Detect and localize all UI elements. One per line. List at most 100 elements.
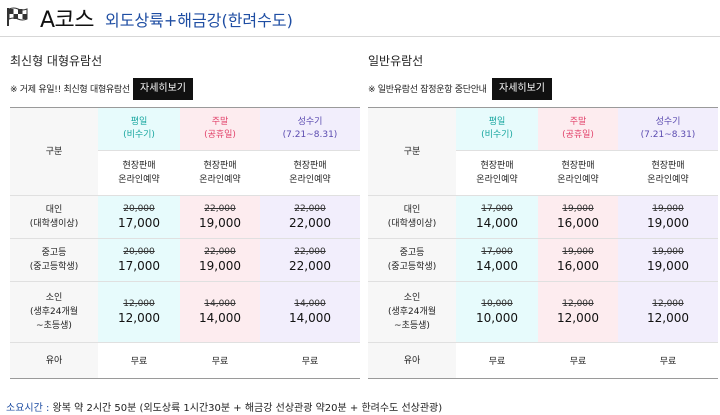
sale-price: 22,000	[289, 259, 331, 273]
duration-text: 왕복 약 2시간 50분 (외도상륙 1시간30분 + 해금강 선상관광 약20…	[49, 403, 443, 414]
col-name: 평일	[488, 117, 506, 127]
sale-price: 12,000	[118, 311, 160, 325]
booking-online: 온라인예약	[118, 175, 160, 185]
free-cell: 무료	[618, 342, 718, 379]
booking-cell: 현장판매 온라인예약	[180, 150, 260, 196]
col-name: 평일	[130, 117, 148, 127]
price-cell: 19,000 19,000	[618, 195, 718, 239]
col-header-weekday: 평일 (비수기)	[456, 107, 538, 151]
header-divider	[0, 36, 720, 37]
fare-table: 구분 평일 (비수기) 주말 (공휴일) 성수기 (7.21~8.31) 현장판…	[368, 107, 718, 379]
col-header-weekend: 주말 (공휴일)	[180, 107, 260, 151]
original-price: 10,000	[481, 299, 513, 309]
original-price: 12,000	[652, 299, 684, 309]
sale-price: 12,000	[647, 311, 689, 325]
row-label: 유아	[368, 342, 456, 379]
price-cell: 14,000 14,000	[180, 281, 260, 343]
sale-price: 12,000	[557, 311, 599, 325]
sale-price: 14,000	[476, 216, 518, 230]
col-sub: (공휴일)	[204, 130, 236, 140]
original-price: 14,000	[294, 299, 326, 309]
col-header-weekend: 주말 (공휴일)	[538, 107, 618, 151]
panel-large-cruise: 최신형 대형유람선 ※ 거제 유일!! 최신형 대형유람선 자세히보기 구분 평…	[10, 52, 360, 379]
booking-type-row: 현장판매 온라인예약 현장판매 온라인예약 현장판매 온라인예약	[368, 150, 718, 196]
corner-label: 구분	[368, 107, 456, 196]
col-sub: (7.21~8.31)	[282, 130, 338, 140]
checkered-flag-icon	[7, 7, 28, 26]
sale-price: 16,000	[557, 216, 599, 230]
table-row-adult: 대인 (대학생이상) 17,000 14,000 19,000 16,000 19,0…	[368, 195, 718, 239]
table-row-infant: 유아 무료 무료 무료	[10, 342, 360, 379]
row-label: 유아	[10, 342, 98, 379]
notice-row: ※ 거제 유일!! 최신형 대형유람선 자세히보기	[10, 78, 360, 100]
row-label-main: 소인	[45, 293, 63, 303]
sale-price: 14,000	[289, 311, 331, 325]
sale-price: 17,000	[118, 216, 160, 230]
original-price: 19,000	[562, 204, 594, 214]
price-cell: 22,000 22,000	[260, 195, 360, 239]
price-cell: 17,000 14,000	[456, 195, 538, 239]
row-label-sub: (중고등학생)	[387, 262, 437, 272]
panel-title: 최신형 대형유람선	[10, 54, 103, 68]
booking-onsite: 현장판매	[122, 161, 156, 171]
row-label-sub: (대학생이상)	[387, 219, 437, 229]
row-label-sub: ~초등생)	[394, 321, 430, 331]
panel-regular-cruise: 일반유람선 ※ 일반유람선 잠정운항 중단안내 자세히보기 구분 평일 (비수기…	[368, 52, 718, 379]
price-cell: 22,000 22,000	[260, 238, 360, 282]
booking-online: 온라인예약	[557, 175, 599, 185]
booking-online: 온라인예약	[289, 175, 331, 185]
detail-button[interactable]: 자세히보기	[133, 78, 193, 100]
panel-title: 일반유람선	[368, 54, 424, 68]
col-sub: (비수기)	[123, 130, 155, 140]
booking-cell: 현장판매 온라인예약	[456, 150, 538, 196]
sale-price: 16,000	[557, 259, 599, 273]
row-label: 중고등 (중고등학생)	[368, 238, 456, 282]
booking-online: 온라인예약	[647, 175, 689, 185]
original-price: 14,000	[204, 299, 236, 309]
col-header-weekday: 평일 (비수기)	[98, 107, 180, 151]
sale-price: 19,000	[199, 259, 241, 273]
sale-price: 10,000	[476, 311, 518, 325]
detail-button[interactable]: 자세히보기	[492, 78, 552, 100]
duration-note: 소요시간 : 왕복 약 2시간 50분 (외도상륙 1시간30분 + 해금강 선…	[6, 399, 442, 414]
table-row-child: 소인 (생후24개월 ~초등생) 10,000 10,000 12,000 12,000…	[368, 281, 718, 343]
sale-price: 19,000	[199, 216, 241, 230]
price-cell: 12,000 12,000	[98, 281, 180, 343]
booking-type-row: 현장판매 온라인예약 현장판매 온라인예약 현장판매 온라인예약	[10, 150, 360, 196]
price-cell: 22,000 19,000	[180, 238, 260, 282]
booking-onsite: 현장판매	[651, 161, 685, 171]
row-label: 대인 (대학생이상)	[368, 195, 456, 239]
row-label-main: 중고등	[399, 248, 425, 258]
notice-row: ※ 일반유람선 잠정운항 중단안내 자세히보기	[368, 78, 718, 100]
col-sub: (비수기)	[481, 130, 513, 140]
row-label-sub: ~초등생)	[36, 321, 72, 331]
row-label-sub: (생후24개월	[387, 307, 437, 317]
price-cell: 17,000 14,000	[456, 238, 538, 282]
table-row-child: 소인 (생후24개월 ~초등생) 12,000 12,000 14,000 14,000…	[10, 281, 360, 343]
table-row-infant: 유아 무료 무료 무료	[368, 342, 718, 379]
price-cell: 19,000 19,000	[618, 238, 718, 282]
sale-price: 22,000	[289, 216, 331, 230]
course-header: A코스 외도상륙+해금강(한려수도)	[0, 0, 720, 36]
sale-price: 17,000	[118, 259, 160, 273]
original-price: 17,000	[481, 204, 513, 214]
price-cell: 19,000 16,000	[538, 238, 618, 282]
original-price: 22,000	[204, 247, 236, 257]
free-cell: 무료	[260, 342, 360, 379]
original-price: 22,000	[294, 204, 326, 214]
price-cell: 10,000 10,000	[456, 281, 538, 343]
price-cell: 20,000 17,000	[98, 195, 180, 239]
col-name: 성수기	[655, 117, 681, 127]
fare-table: 구분 평일 (비수기) 주말 (공휴일) 성수기 (7.21~8.31) 현장판…	[10, 107, 360, 379]
price-cell: 19,000 16,000	[538, 195, 618, 239]
booking-online: 온라인예약	[476, 175, 518, 185]
price-cell: 12,000 12,000	[538, 281, 618, 343]
course-title: A코스	[40, 8, 95, 33]
booking-onsite: 현장판매	[293, 161, 327, 171]
col-name: 주말	[211, 117, 229, 127]
col-header-peak: 성수기 (7.21~8.31)	[260, 107, 360, 151]
free-cell: 무료	[180, 342, 260, 379]
row-label-main: 소인	[403, 293, 421, 303]
